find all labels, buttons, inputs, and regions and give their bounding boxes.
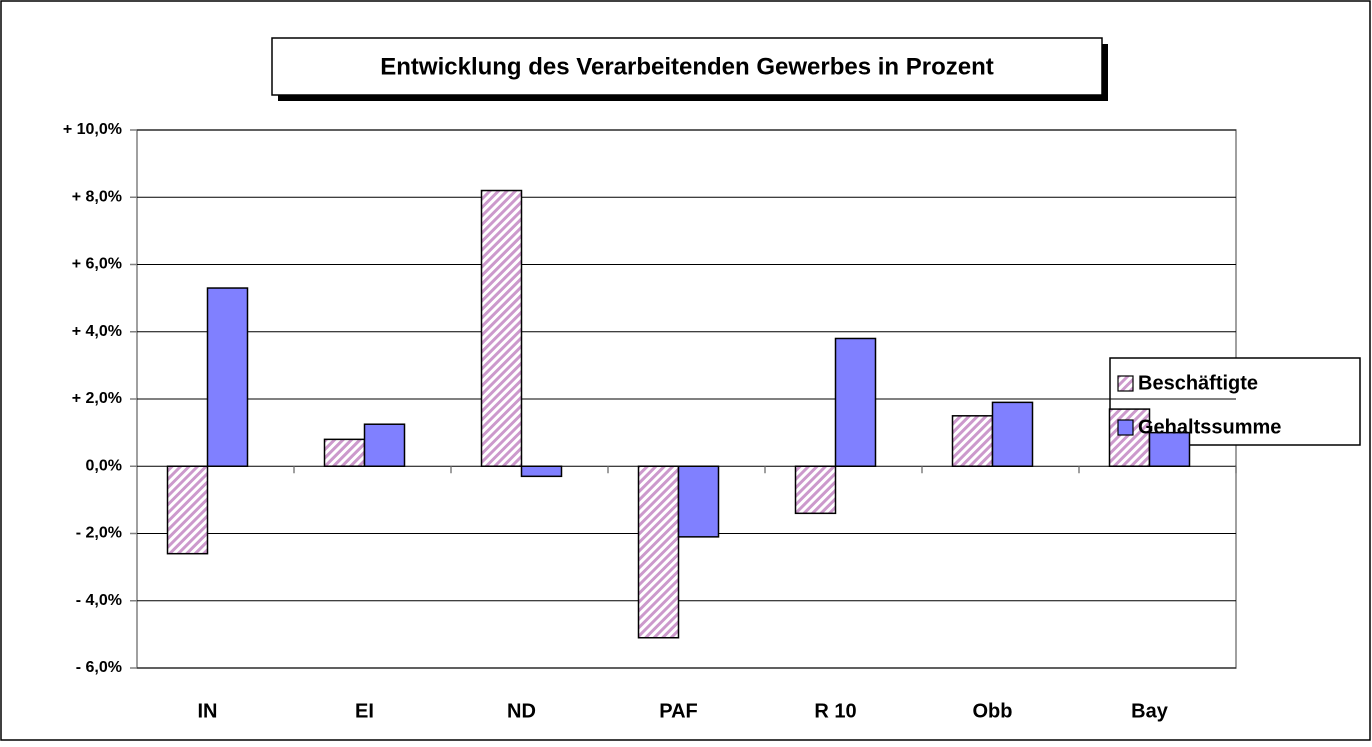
legend-label: Gehaltssumme (1138, 416, 1281, 438)
y-tick-label: 0,0% (86, 457, 122, 474)
legend-swatch (1117, 375, 1134, 392)
bar (363, 423, 406, 467)
bar (206, 287, 249, 467)
bar (677, 465, 720, 538)
bar (951, 415, 994, 467)
x-tick-label: Bay (1131, 700, 1169, 722)
y-tick-label: + 6,0% (72, 256, 122, 273)
legend-label: Beschäftigte (1138, 372, 1258, 394)
legend-swatch (1117, 419, 1134, 436)
bar (991, 401, 1034, 467)
y-tick-label: + 2,0% (72, 390, 122, 407)
legend-box (1109, 357, 1361, 446)
x-tick-label: R 10 (814, 700, 856, 722)
bar (166, 465, 209, 555)
y-tick-label: - 2,0% (76, 525, 122, 542)
y-tick-label: + 10,0% (63, 121, 122, 138)
x-tick-label: PAF (659, 700, 698, 722)
bar (480, 189, 523, 467)
y-tick-label: - 4,0% (76, 592, 122, 609)
bar (794, 465, 837, 515)
title-box (271, 37, 1103, 96)
bar (520, 465, 563, 478)
bar (323, 438, 366, 468)
chart-title: Entwicklung des Verarbeitenden Gewerbes … (380, 53, 994, 80)
x-tick-label: Obb (973, 700, 1013, 722)
bar (1148, 431, 1191, 467)
x-tick-label: ND (507, 700, 536, 722)
x-tick-label: IN (198, 700, 218, 722)
bar (637, 465, 680, 639)
bar (834, 337, 877, 468)
x-tick-label: EI (355, 700, 374, 722)
y-tick-label: - 6,0% (76, 659, 122, 676)
y-tick-label: + 4,0% (72, 323, 122, 340)
y-tick-label: + 8,0% (72, 188, 122, 205)
